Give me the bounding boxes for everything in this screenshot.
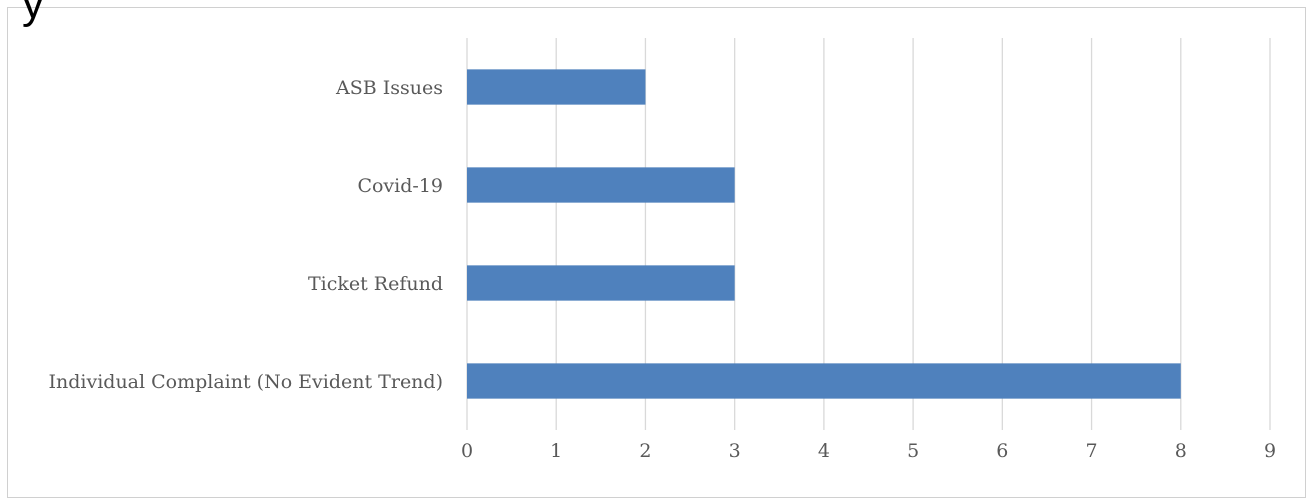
category-label: Covid-19 — [357, 175, 443, 197]
category-labels: ASB Issues Covid-19 Ticket Refund Individua… — [48, 77, 443, 393]
x-tick-label: 2 — [639, 440, 651, 462]
bar — [467, 363, 1181, 399]
x-tick-label: 1 — [550, 440, 562, 462]
x-tick-label: 4 — [818, 440, 830, 462]
x-tick-label: 9 — [1264, 440, 1276, 462]
category-label: Ticket Refund — [308, 273, 443, 295]
category-label: Individual Complaint (No Evident Trend) — [48, 371, 443, 393]
x-tick-label: 8 — [1175, 440, 1187, 462]
x-tick-label: 5 — [907, 440, 919, 462]
bar — [467, 265, 735, 301]
x-tick-label: 0 — [461, 440, 473, 462]
bar — [467, 69, 646, 105]
chart-area — [7, 7, 1306, 498]
bars — [467, 69, 1181, 399]
category-label: ASB Issues — [335, 77, 443, 99]
x-tick-label: 3 — [729, 440, 741, 462]
x-tick-label: 6 — [996, 440, 1008, 462]
x-axis-tick-labels: 0 1 2 3 4 5 6 7 8 9 — [461, 440, 1276, 462]
cropped-heading-fragment: y — [22, 0, 44, 28]
bar — [467, 167, 735, 203]
x-tick-label: 7 — [1086, 440, 1098, 462]
